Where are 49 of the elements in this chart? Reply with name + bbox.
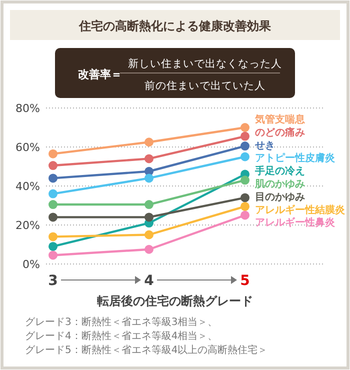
point	[48, 242, 58, 251]
series-label: アトピー性皮膚炎	[255, 152, 336, 164]
point	[144, 212, 154, 222]
y-tick-label: 80%	[16, 102, 40, 115]
series-label: せき	[254, 140, 275, 152]
y-tick-label: 20%	[16, 219, 40, 232]
series-label: アレルギー性鼻炎	[255, 216, 336, 229]
text: 前の住まいで出ていた人	[144, 79, 266, 92]
text: グレード3：断熱性＜省エネ等級3相当＞、	[25, 316, 218, 328]
series-label: 気管支喘息	[254, 114, 306, 126]
x-tick-label: 5	[240, 273, 250, 289]
point	[240, 152, 250, 162]
point	[48, 161, 58, 170]
point	[48, 250, 58, 260]
x-tick-label: 3	[48, 273, 58, 289]
point	[240, 210, 250, 220]
text: グレード4：断熱性＜省エネ等級4相当＞、	[25, 330, 218, 342]
series-label: のどの痛み	[255, 126, 305, 138]
y-tick-label: 0%	[22, 258, 40, 271]
point	[144, 230, 154, 240]
point	[48, 232, 58, 242]
point	[48, 200, 58, 210]
point	[240, 123, 250, 132]
point	[240, 142, 250, 151]
y-tick-label: 40%	[16, 180, 40, 193]
text: 新しい住まいで出なくなった人	[128, 57, 282, 70]
point	[240, 132, 250, 141]
point	[144, 138, 154, 147]
series-label: 目のかゆみ	[255, 192, 305, 203]
x-axis-title: 転居後の住宅の断熱グレード	[97, 294, 253, 308]
point	[240, 176, 250, 185]
chart-title: 住宅の高断熱化による健康改善効果	[78, 19, 272, 33]
point	[48, 149, 58, 158]
point	[48, 212, 58, 222]
text: 改善率＝	[78, 68, 122, 81]
point	[144, 174, 154, 183]
series-label: 肌のかゆみ	[254, 179, 305, 190]
point	[240, 202, 250, 211]
point	[144, 244, 154, 254]
point	[48, 189, 58, 198]
point	[240, 193, 250, 202]
point	[144, 154, 154, 164]
point	[144, 200, 154, 210]
series-label: アレルギー性結膜炎	[255, 204, 346, 216]
series-label: 手足の冷え	[254, 165, 305, 178]
point	[48, 174, 58, 183]
x-tick-label: 4	[144, 273, 154, 289]
y-tick-label: 60%	[16, 141, 40, 154]
text: グレード5：断熱性＜省エネ等級4以上の高断熱住宅＞	[25, 344, 268, 356]
